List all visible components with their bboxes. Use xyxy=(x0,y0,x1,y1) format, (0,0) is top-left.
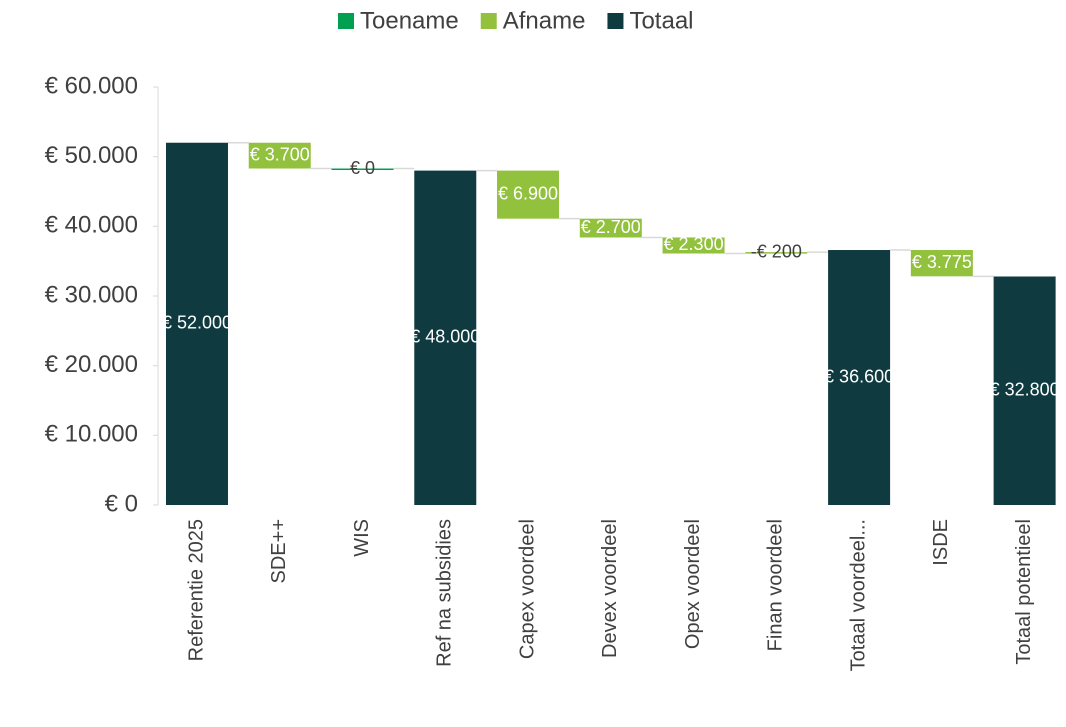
x-tick-label: Totaal potentieel xyxy=(1013,519,1035,665)
bar xyxy=(497,170,560,219)
legend-swatch xyxy=(338,13,354,29)
bar xyxy=(828,250,891,505)
data-label: € 2.300 xyxy=(664,234,724,254)
bar xyxy=(745,252,808,254)
x-tick-label: Ref na subsidies xyxy=(434,519,456,667)
data-label: € 3.700 xyxy=(250,144,310,164)
data-label: € 2.700 xyxy=(581,217,641,237)
x-tick-label: SDE++ xyxy=(268,519,290,583)
x-tick-label: WIS xyxy=(351,519,373,557)
data-label: € 48.000 xyxy=(410,327,480,347)
data-label: € 3.775 xyxy=(912,252,972,272)
data-label: € 36.600 xyxy=(824,366,894,386)
x-tick-label: Opex voordeel xyxy=(682,519,704,649)
y-tick-label: € 60.000 xyxy=(45,72,138,99)
y-tick-label: € 30.000 xyxy=(45,281,138,308)
data-label: € 32.800 xyxy=(990,379,1060,399)
x-tick-label: Capex voordeel xyxy=(516,519,538,659)
legend-swatch xyxy=(480,13,497,29)
y-tick-label: € 50.000 xyxy=(45,142,138,169)
y-tick-label: € 40.000 xyxy=(45,212,138,239)
data-label: € 0 xyxy=(350,158,375,178)
bar xyxy=(165,142,228,505)
legend-label: Toename xyxy=(360,7,459,34)
bar xyxy=(579,218,642,238)
x-tick-label: Finan voordeel xyxy=(765,519,787,651)
bar xyxy=(910,250,973,277)
bar xyxy=(414,170,477,505)
data-label: € 52.000 xyxy=(162,313,232,333)
y-tick-label: € 10.000 xyxy=(45,421,138,448)
bar xyxy=(331,168,394,171)
y-tick-label: € 0 xyxy=(105,490,138,517)
x-tick-label: ISDE xyxy=(930,519,952,566)
data-label: € 6.900 xyxy=(498,183,558,203)
bar xyxy=(993,276,1056,505)
x-tick-label: Totaal voordeel... xyxy=(847,519,869,671)
x-tick-label: Referentie 2025 xyxy=(185,519,207,661)
legend-swatch xyxy=(607,13,624,29)
x-tick-label: Devex voordeel xyxy=(599,519,621,658)
y-tick-label: € 20.000 xyxy=(45,351,138,378)
legend-label: Totaal xyxy=(629,7,693,34)
legend-label: Afname xyxy=(503,7,586,34)
data-label: -€ 200 xyxy=(751,242,802,262)
bar xyxy=(662,237,725,254)
bar xyxy=(248,142,311,169)
